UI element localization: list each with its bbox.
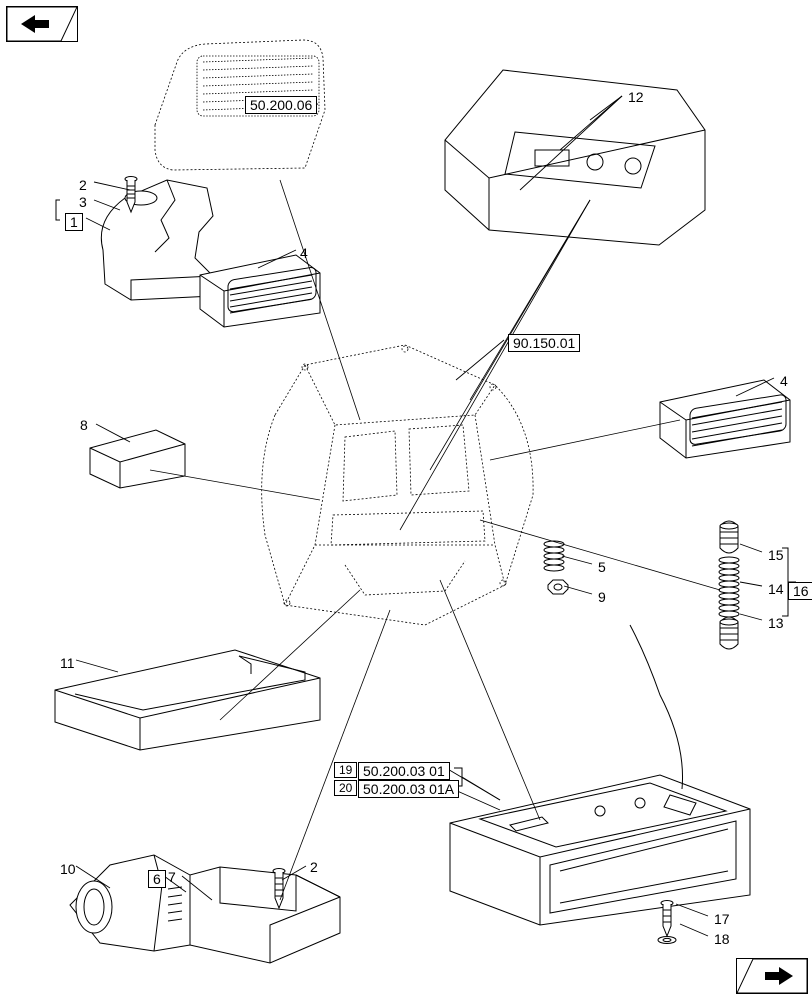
callout-number: 14 (768, 582, 784, 596)
callout-number: 7 (168, 870, 176, 884)
callout-number: 12 (628, 90, 644, 104)
part-coil-spring-long (719, 557, 739, 617)
callout-number: 10 (60, 862, 76, 876)
reference-box: 50.200.06 (245, 96, 317, 114)
callout-number: 11 (60, 656, 75, 670)
part-tray-shroud (445, 70, 705, 245)
reference-box: 20 (334, 780, 357, 796)
callout-number: 6 (148, 870, 166, 888)
callout-number: 2 (310, 860, 318, 874)
callout-number: 4 (300, 246, 308, 260)
callout-number: 5 (598, 560, 606, 574)
callout-number: 1 (65, 213, 83, 231)
part-duct-y (70, 855, 340, 963)
callout-number: 3 (79, 195, 87, 209)
part-screw-17 (661, 901, 673, 937)
reference-box: 50.200.03 01 (358, 762, 450, 780)
part-rubber-boot-lower (720, 617, 738, 649)
part-hvac-box (450, 625, 750, 925)
callout-number: 8 (80, 418, 88, 432)
prev-page-tab[interactable] (6, 6, 78, 42)
diagram-canvas (0, 0, 812, 1000)
callout-number: 16 (788, 582, 812, 600)
callout-number: 17 (714, 912, 730, 926)
part-cab-frame (262, 345, 533, 625)
reference-box: 19 (334, 762, 357, 778)
reference-box: 50.200.03 01A (358, 780, 459, 798)
part-coil-spring-small (544, 541, 564, 571)
part-rubber-boot-upper (720, 521, 738, 553)
callout-number: 15 (768, 548, 784, 562)
callout-number: 4 (780, 374, 788, 388)
part-duct-elbow-left (101, 180, 213, 300)
next-page-tab[interactable] (736, 958, 808, 994)
part-louver-vent-right (660, 380, 790, 458)
callout-number: 18 (714, 932, 730, 946)
reference-box: 90.150.01 (508, 334, 580, 352)
callout-number: 9 (598, 590, 606, 604)
callout-number: 2 (79, 178, 87, 192)
bracket-1 (56, 200, 60, 220)
callout-number: 13 (768, 616, 784, 630)
bracket-19-20 (454, 768, 500, 800)
part-foam-block (90, 430, 185, 488)
part-louver-vent-left (200, 255, 320, 327)
part-hex-nut (548, 580, 568, 594)
exploded-parts-diagram: 50.200.0690.150.011950.200.03 012050.200… (0, 0, 812, 1000)
part-washer-18 (658, 937, 676, 944)
